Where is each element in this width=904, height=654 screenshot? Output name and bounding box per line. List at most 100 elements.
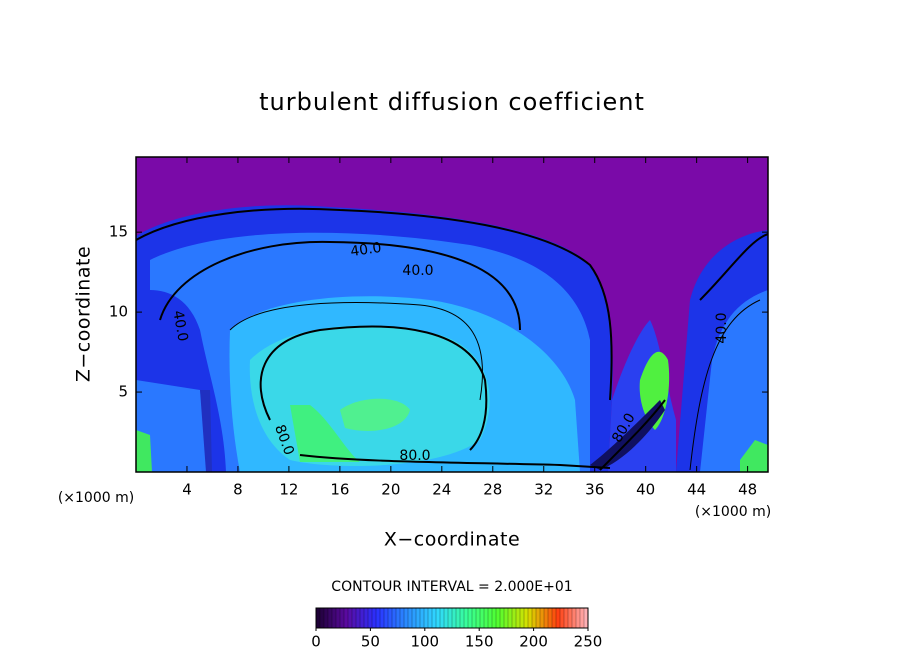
colorbar-cell — [384, 608, 389, 628]
colorbar-cell — [396, 608, 401, 628]
colorbar-cell — [516, 608, 521, 628]
x-tick-label: 16 — [330, 481, 349, 499]
colorbar-cell — [316, 608, 321, 628]
colorbar-cell — [512, 608, 517, 628]
colorbar-cell — [568, 608, 573, 628]
colorbar-cell — [432, 608, 437, 628]
x-tick-label: 24 — [432, 481, 451, 499]
colorbar-cell — [468, 608, 473, 628]
x-tick-label: 20 — [381, 481, 400, 499]
colorbar-cell — [404, 608, 409, 628]
x-tick-label: 48 — [738, 481, 757, 499]
colorbar-cell — [544, 608, 549, 628]
colorbar-cell — [492, 608, 497, 628]
colorbar-cell — [332, 608, 337, 628]
colorbar-cell — [360, 608, 365, 628]
colorbar-cell — [408, 608, 413, 628]
colorbar-cell — [380, 608, 385, 628]
colorbar-cell — [460, 608, 465, 628]
y-tick-label: 15 — [109, 223, 128, 241]
colorbar-cell — [448, 608, 453, 628]
colorbar-cell — [320, 608, 325, 628]
colorbar-cell — [368, 608, 373, 628]
colorbar-tick-label: 150 — [465, 633, 494, 651]
colorbar-cell — [412, 608, 417, 628]
colorbar-cell — [524, 608, 529, 628]
colorbar-cell — [436, 608, 441, 628]
x-tick-label: 4 — [182, 481, 192, 499]
colorbar-cell — [428, 608, 433, 628]
colorbar-cell — [528, 608, 533, 628]
x-tick-label: 8 — [233, 481, 243, 499]
colorbar-cell — [472, 608, 477, 628]
colorbar-cell — [540, 608, 545, 628]
colorbar-cell — [372, 608, 377, 628]
colorbar-cell — [424, 608, 429, 628]
colorbar-cell — [444, 608, 449, 628]
colorbar-cell — [328, 608, 333, 628]
contour-label: 40.0 — [169, 309, 190, 342]
colorbar-cell — [488, 608, 493, 628]
colorbar-cell — [508, 608, 513, 628]
colorbar-cell — [552, 608, 557, 628]
colorbar-cell — [356, 608, 361, 628]
x-tick-label: 32 — [534, 481, 553, 499]
colorbar-cell — [504, 608, 509, 628]
colorbar-cell — [400, 608, 405, 628]
x-unit-label: (×1000 m) — [695, 504, 771, 520]
colorbar-tick-label: 200 — [519, 633, 548, 651]
contour-field — [136, 157, 768, 472]
colorbar-cell — [456, 608, 461, 628]
colorbar-cell — [496, 608, 501, 628]
colorbar-cell — [364, 608, 369, 628]
colorbar-cell — [336, 608, 341, 628]
contour-lines — [135, 207, 769, 471]
colorbar-cell — [392, 608, 397, 628]
y-axis-label: Z−coordinate — [73, 246, 95, 382]
colorbar-cell — [564, 608, 569, 628]
x-tick-label: 12 — [279, 481, 298, 499]
colorbar-cell — [532, 608, 537, 628]
colorbar-cell — [476, 608, 481, 628]
colorbar-cell — [324, 608, 329, 628]
x-tick-label: 44 — [687, 481, 706, 499]
y-tick-label: 10 — [109, 303, 128, 321]
colorbar-cell — [388, 608, 393, 628]
colorbar-cell — [580, 608, 585, 628]
x-unit-label: (×1000 m) — [58, 490, 134, 506]
chart-title: turbulent diffusion coefficient — [259, 88, 645, 116]
x-tick-label: 36 — [585, 481, 604, 499]
colorbar-cell — [464, 608, 469, 628]
colorbar-cell — [500, 608, 505, 628]
colorbar-cell — [340, 608, 345, 628]
colorbar-cell — [376, 608, 381, 628]
colorbar-cell — [352, 608, 357, 628]
x-tick-label: 40 — [636, 481, 655, 499]
colorbar-cell — [572, 608, 577, 628]
x-tick-label: 28 — [483, 481, 502, 499]
colorbar-cell — [584, 608, 589, 628]
colorbar-cell — [440, 608, 445, 628]
colorbar-tick-label: 250 — [574, 633, 603, 651]
colorbar-cell — [560, 608, 565, 628]
colorbar-cell — [520, 608, 525, 628]
plot-frame — [135, 156, 769, 473]
colorbar-cell — [556, 608, 561, 628]
colorbar-cell — [548, 608, 553, 628]
colorbar-cell — [416, 608, 421, 628]
colorbar-tick-label: 0 — [311, 633, 321, 651]
colorbar-tick-label: 50 — [361, 633, 380, 651]
colorbar-cell — [484, 608, 489, 628]
contour-interval: CONTOUR INTERVAL = 2.000E+01 — [331, 579, 572, 595]
colorbar-cell — [344, 608, 349, 628]
colorbar-cell — [452, 608, 457, 628]
contour-label: 80.0 — [399, 448, 430, 464]
colorbar-cell — [420, 608, 425, 628]
y-tick-label: 5 — [118, 383, 128, 401]
colorbar-cell — [576, 608, 581, 628]
colorbar-frame — [315, 607, 589, 629]
colorbar-cell — [348, 608, 353, 628]
colorbar-cell — [480, 608, 485, 628]
colorbar-tick-label: 100 — [410, 633, 439, 651]
contour-label: 40.0 — [349, 240, 382, 260]
